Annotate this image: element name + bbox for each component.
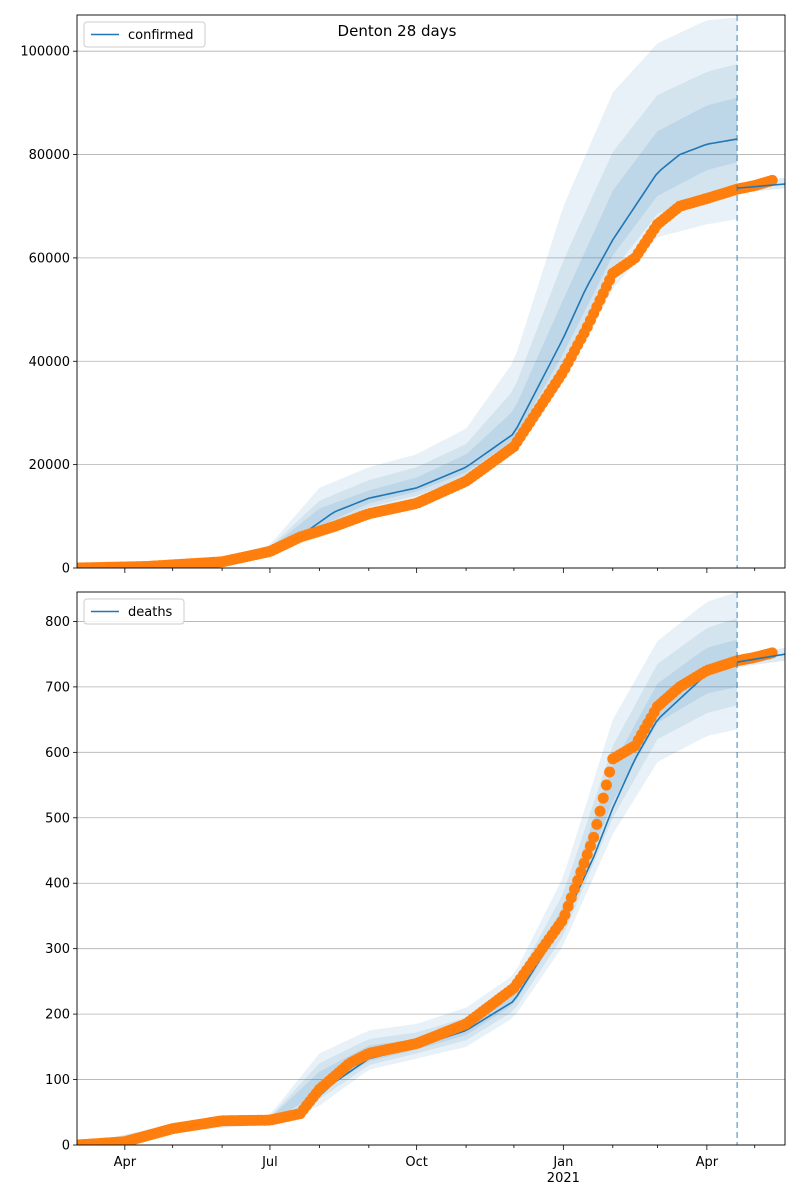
- deaths-x-tick-label-3: Jan: [552, 1155, 573, 1170]
- deaths-y-tick-label-800: 800: [45, 615, 70, 630]
- deaths-panel: 0 100 200 300 400 500 600 700 800 Apr Jul Oct Jan202…: [45, 591, 786, 1186]
- deaths-observed-markers: [77, 647, 778, 1145]
- deaths-observed-point: [565, 892, 577, 904]
- deaths-observed-point: [584, 840, 596, 852]
- deaths-y-tick-label-0: 0: [62, 1139, 70, 1154]
- confirmed-y-tick-label-40000: 40000: [29, 355, 70, 370]
- deaths-observed-point: [569, 883, 581, 895]
- deaths-y-tick-label-700: 700: [45, 680, 70, 695]
- deaths-y-tick-label-500: 500: [45, 811, 70, 826]
- deaths-x-tick-label-0: Apr: [114, 1155, 137, 1170]
- deaths-observed-point: [581, 849, 593, 861]
- deaths-x-tick-label-2: Oct: [405, 1155, 427, 1170]
- confirmed-legend: confirmed: [83, 21, 206, 48]
- deaths-observed-point: [597, 792, 609, 804]
- deaths-observed-point: [575, 866, 587, 878]
- confirmed-observed-point: [766, 174, 778, 186]
- deaths-observed-point: [562, 900, 574, 912]
- confirmed-y-tick-label-60000: 60000: [29, 251, 70, 266]
- deaths-observed-point: [604, 766, 616, 778]
- confirmed-y-tick-label-20000: 20000: [29, 458, 70, 473]
- confirmed-legend-label: confirmed: [128, 28, 194, 43]
- deaths-axes-frame: [76, 591, 786, 1146]
- confirmed-plot-area: [77, 17, 785, 568]
- deaths-y-tick-label-600: 600: [45, 746, 70, 761]
- deaths-legend-box: [83, 598, 185, 625]
- deaths-y-tick-label-200: 200: [45, 1008, 70, 1023]
- deaths-observed-point: [578, 857, 590, 869]
- deaths-band-0: [77, 592, 738, 1145]
- confirmed-band-2: [77, 97, 738, 568]
- confirmed-band-1: [77, 64, 738, 568]
- deaths-y-tick-label-400: 400: [45, 877, 70, 892]
- deaths-observed-point: [591, 818, 603, 830]
- deaths-y-tick-label-300: 300: [45, 942, 70, 957]
- deaths-observed-point: [572, 874, 584, 886]
- deaths-x-tick-label-4: Apr: [696, 1155, 719, 1170]
- confirmed-observed-markers: [77, 174, 778, 568]
- confirmed-panel: 0 20000 40000 60000 80000 100000 Denton 28 day…: [20, 14, 786, 577]
- deaths-observed-point: [588, 831, 600, 843]
- deaths-x-tick-sublabel-3: 2021: [547, 1171, 580, 1186]
- deaths-x-tick-label-1: Jul: [261, 1155, 278, 1170]
- deaths-legend-label: deaths: [128, 605, 173, 620]
- deaths-observed-point: [600, 779, 612, 791]
- deaths-observed-point: [559, 909, 571, 921]
- confirmed-y-tick-label-0: 0: [62, 562, 70, 577]
- confirmed-tail-line: [737, 183, 785, 189]
- deaths-tail-line: [737, 653, 785, 663]
- deaths-observed-point: [594, 805, 606, 817]
- confirmed-axes-frame: [76, 14, 786, 569]
- confirmed-legend-box: [83, 21, 206, 48]
- deaths-y-tick-label-100: 100: [45, 1073, 70, 1088]
- confirmed-chart-title: Denton 28 days: [338, 22, 457, 40]
- confirmed-y-tick-label-80000: 80000: [29, 148, 70, 163]
- deaths-band-1: [77, 618, 738, 1145]
- confirmed-y-tick-label-100000: 100000: [20, 45, 70, 60]
- deaths-legend: deaths: [83, 598, 185, 625]
- deaths-plot-area: [77, 592, 785, 1145]
